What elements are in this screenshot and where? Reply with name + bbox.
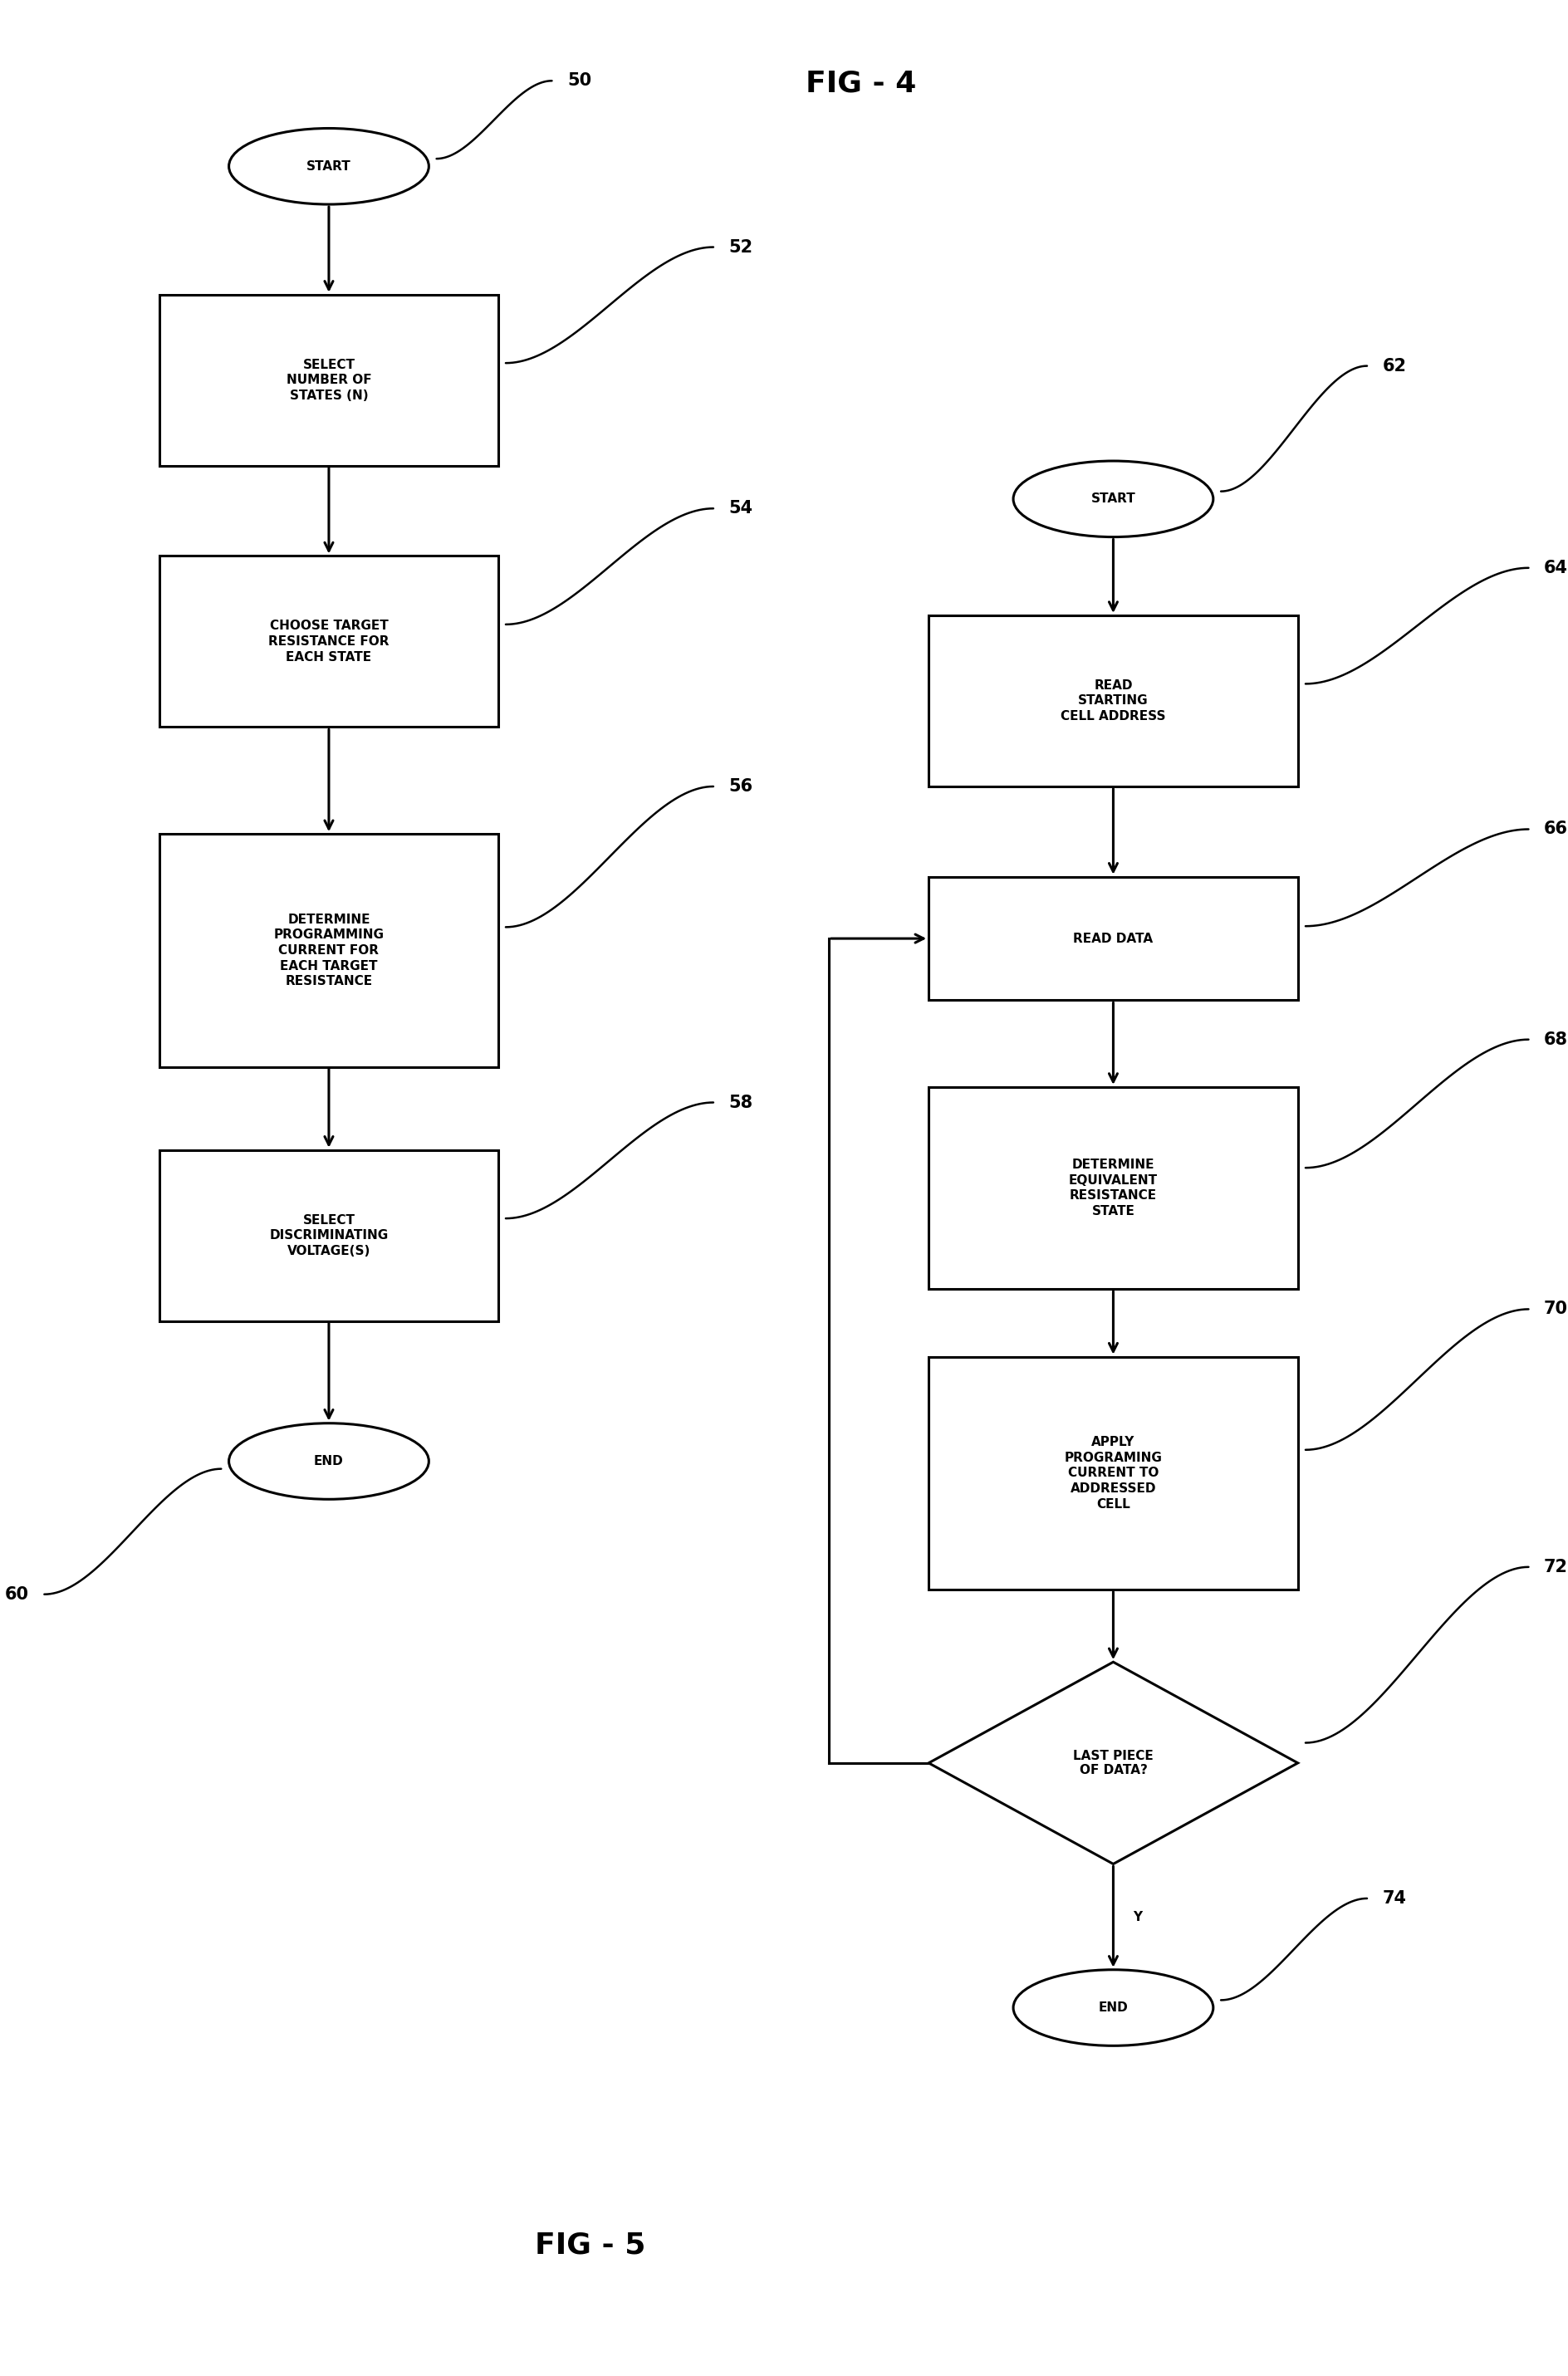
Text: FIG - 5: FIG - 5	[535, 2231, 646, 2260]
Bar	[160, 295, 499, 466]
Text: END: END	[314, 1454, 343, 1468]
Text: 50: 50	[568, 74, 591, 88]
Text: 68: 68	[1544, 1031, 1568, 1048]
Text: 54: 54	[729, 501, 753, 516]
Text: 74: 74	[1383, 1891, 1406, 1906]
Text: SELECT
DISCRIMINATING
VOLTAGE(S): SELECT DISCRIMINATING VOLTAGE(S)	[270, 1214, 389, 1257]
Text: Y: Y	[1134, 1910, 1143, 1922]
Text: APPLY
PROGRAMING
CURRENT TO
ADDRESSED
CELL: APPLY PROGRAMING CURRENT TO ADDRESSED CE…	[1065, 1435, 1162, 1511]
Text: CHOOSE TARGET
RESISTANCE FOR
EACH STATE: CHOOSE TARGET RESISTANCE FOR EACH STATE	[268, 620, 389, 663]
Bar	[160, 1150, 499, 1321]
Text: SELECT
NUMBER OF
STATES (N): SELECT NUMBER OF STATES (N)	[287, 359, 372, 402]
Text: LAST PIECE
OF DATA?: LAST PIECE OF DATA?	[1073, 1749, 1154, 1777]
Text: READ
STARTING
CELL ADDRESS: READ STARTING CELL ADDRESS	[1060, 680, 1165, 722]
Text: 62: 62	[1383, 359, 1406, 373]
Bar	[928, 615, 1298, 786]
Bar	[160, 556, 499, 727]
Text: 70: 70	[1544, 1302, 1568, 1316]
Text: READ DATA: READ DATA	[1074, 931, 1152, 946]
Bar	[928, 1088, 1298, 1288]
Text: 64: 64	[1544, 561, 1568, 575]
Bar	[160, 834, 499, 1067]
Bar	[928, 877, 1298, 1000]
Text: START: START	[306, 159, 351, 173]
Text: 56: 56	[729, 779, 753, 794]
Text: 66: 66	[1544, 822, 1568, 836]
Text: 58: 58	[729, 1095, 753, 1110]
Text: END: END	[1099, 2001, 1127, 2015]
Bar	[928, 1357, 1298, 1590]
Text: START: START	[1091, 492, 1135, 506]
Text: 60: 60	[5, 1587, 28, 1601]
Text: 52: 52	[729, 240, 753, 254]
Text: 72: 72	[1544, 1559, 1568, 1575]
Text: DETERMINE
PROGRAMMING
CURRENT FOR
EACH TARGET
RESISTANCE: DETERMINE PROGRAMMING CURRENT FOR EACH T…	[274, 912, 384, 988]
Text: FIG - 4: FIG - 4	[806, 69, 916, 97]
Text: DETERMINE
EQUIVALENT
RESISTANCE
STATE: DETERMINE EQUIVALENT RESISTANCE STATE	[1069, 1159, 1157, 1217]
